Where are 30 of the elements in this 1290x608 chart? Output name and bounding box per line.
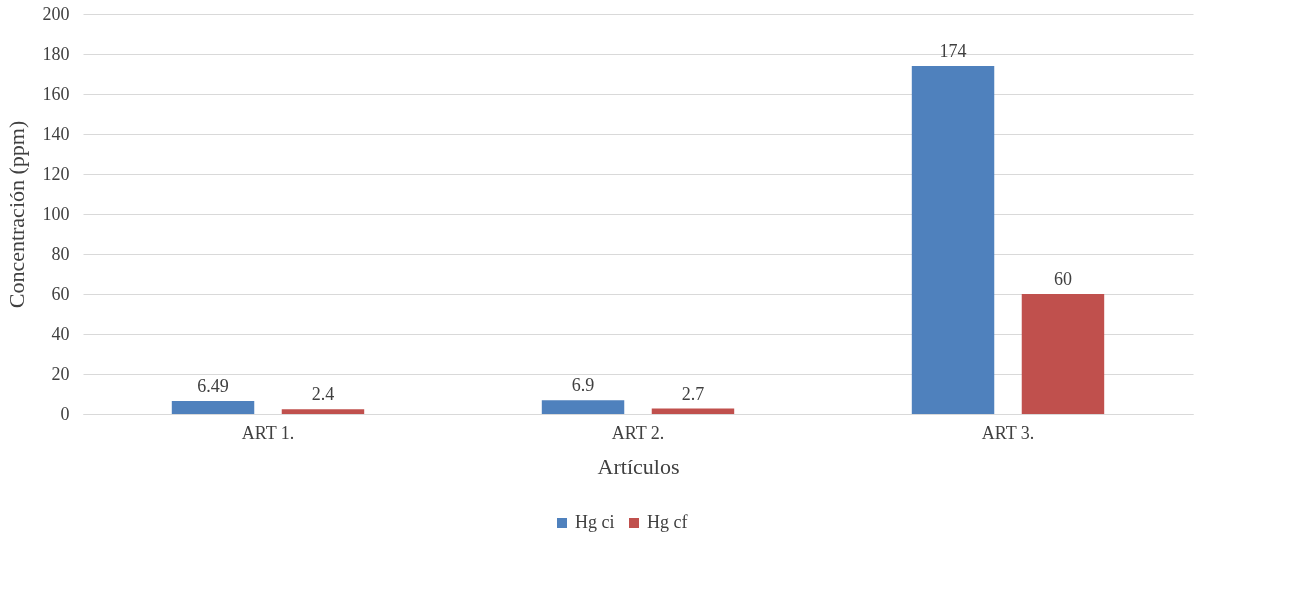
y-tick-label: 60 xyxy=(51,283,70,304)
x-tick-label: ART 3. xyxy=(981,422,1035,443)
y-tick-label: 140 xyxy=(42,123,70,144)
y-tick-label: 180 xyxy=(42,43,70,64)
bar xyxy=(911,66,995,414)
x-tick-label: ART 1. xyxy=(241,422,295,443)
x-tick-label: ART 2. xyxy=(611,422,665,443)
data-label: 6.9 xyxy=(571,375,595,396)
y-tick-label: 100 xyxy=(42,203,70,224)
y-tick-label: 200 xyxy=(42,3,70,24)
y-tick-label: 80 xyxy=(51,243,70,264)
y-tick-label: 40 xyxy=(51,323,70,344)
data-label: 174 xyxy=(939,41,967,61)
data-label: 2.7 xyxy=(681,383,705,404)
bar xyxy=(541,400,625,414)
bar xyxy=(171,401,255,414)
y-tick-label: 160 xyxy=(42,83,70,104)
data-label: 2.4 xyxy=(311,384,335,405)
x-axis-title: Artículos xyxy=(597,453,680,479)
bar xyxy=(281,409,365,414)
data-label: 60 xyxy=(1053,269,1072,289)
data-label: 6.49 xyxy=(197,376,229,397)
y-tick-label: 0 xyxy=(60,403,70,424)
legend-label: Hg ci xyxy=(575,512,615,532)
y-tick-label: 20 xyxy=(51,363,70,384)
legend-label: Hg cf xyxy=(647,512,688,532)
y-axis-title: Concentración (ppm) xyxy=(3,120,29,309)
bar xyxy=(1021,294,1105,414)
y-tick-label: 120 xyxy=(42,163,70,184)
bar xyxy=(651,408,735,414)
